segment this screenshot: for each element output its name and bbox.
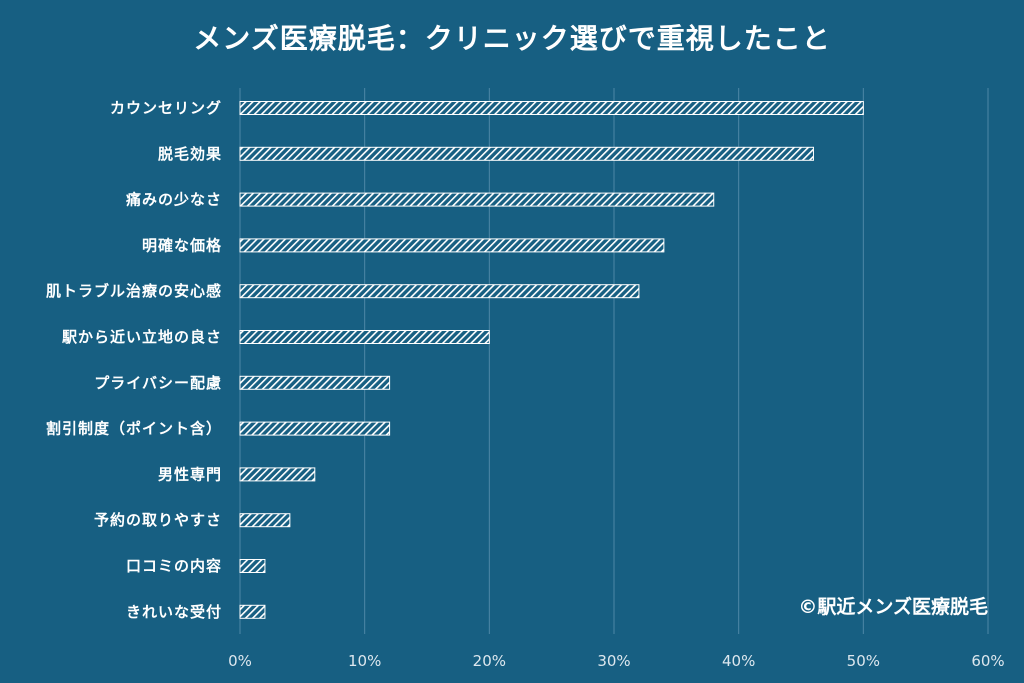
bar bbox=[239, 192, 715, 207]
bar bbox=[239, 421, 391, 436]
category-label: カウンセリング bbox=[110, 99, 222, 117]
bar bbox=[239, 238, 665, 253]
bar bbox=[239, 284, 640, 299]
x-tick-label: 30% bbox=[597, 652, 630, 670]
bar bbox=[239, 375, 391, 390]
category-label: きれいな受付 bbox=[126, 603, 222, 621]
category-label: 予約の取りやすさ bbox=[94, 511, 222, 529]
category-label: 痛みの少なさ bbox=[125, 191, 222, 209]
category-label: 割引制度（ポイント含） bbox=[46, 420, 222, 438]
category-label: プライバシー配慮 bbox=[94, 374, 222, 392]
x-tick-label: 0% bbox=[228, 652, 252, 670]
bar bbox=[239, 513, 291, 528]
x-tick-label: 20% bbox=[473, 652, 506, 670]
category-label: 駅から近い立地の良さ bbox=[61, 328, 222, 346]
category-labels: カウンセリング脱毛効果痛みの少なさ明確な価格肌トラブル治療の安心感駅から近い立地… bbox=[46, 99, 222, 621]
bar bbox=[239, 146, 814, 161]
bar bbox=[239, 101, 864, 115]
x-axis-ticks: 0% 10% 20% 30% 40% 50% 60% bbox=[228, 652, 1005, 670]
x-tick-label: 50% bbox=[847, 652, 880, 670]
x-tick-label: 60% bbox=[971, 652, 1004, 670]
category-label: 明確な価格 bbox=[142, 236, 222, 254]
category-label: 脱毛効果 bbox=[158, 145, 222, 163]
bar bbox=[239, 559, 266, 573]
category-label: 肌トラブル治療の安心感 bbox=[46, 282, 222, 300]
bar bbox=[239, 330, 490, 344]
chart-title: メンズ医療脱毛：クリニック選びで重視したこと bbox=[193, 22, 830, 55]
bar bbox=[239, 467, 316, 482]
category-label: 口コミの内容 bbox=[126, 557, 222, 575]
x-tick-label: 10% bbox=[348, 652, 381, 670]
bar bbox=[239, 604, 266, 619]
grid-lines bbox=[239, 88, 989, 634]
credit-text: ©駅近メンズ医療脱毛 bbox=[798, 595, 988, 618]
x-tick-label: 40% bbox=[722, 652, 755, 670]
category-label: 男性専門 bbox=[158, 465, 222, 483]
bars bbox=[239, 101, 864, 619]
